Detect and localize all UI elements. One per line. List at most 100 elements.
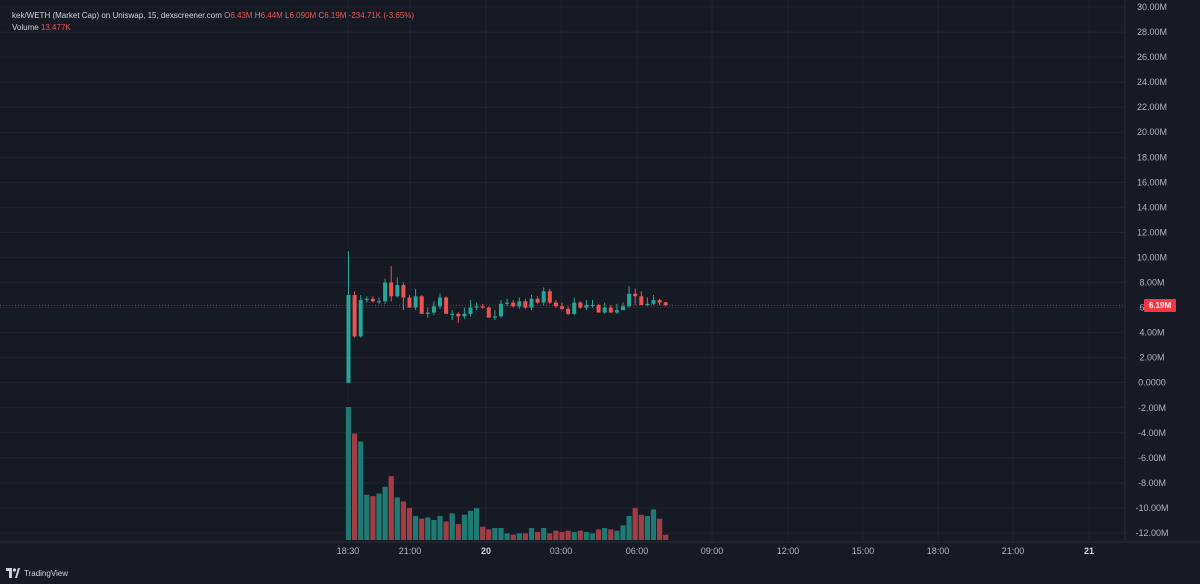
volume-bar xyxy=(449,513,455,540)
volume-bar xyxy=(352,433,358,540)
candle-body xyxy=(450,313,455,315)
volume-bar xyxy=(443,521,449,540)
legend-symbol-row: kek/WETH (Market Cap) on Uniswap, 15, de… xyxy=(12,10,414,22)
volume-bar xyxy=(492,528,498,540)
volume-bar xyxy=(486,529,492,540)
candle-body xyxy=(511,302,516,307)
volume-bar xyxy=(516,533,522,540)
legend-symbol[interactable]: kek/WETH (Market Cap) on Uniswap, 15, de… xyxy=(12,11,222,20)
volume-bar xyxy=(547,533,553,540)
volume-bar xyxy=(620,525,626,540)
volume-bar xyxy=(577,530,583,540)
legend-close-label: C xyxy=(318,11,325,20)
price-axis-label: 10.00M xyxy=(1137,252,1167,262)
candle-body xyxy=(413,296,418,308)
price-axis-label: -6.00M xyxy=(1138,453,1166,463)
price-axis-label: 12.00M xyxy=(1137,227,1167,237)
candle-body xyxy=(401,285,406,298)
volume-bar xyxy=(522,533,528,540)
candle-body xyxy=(535,298,540,303)
candle-body xyxy=(608,307,613,313)
volume-bar xyxy=(425,517,431,540)
candle-body xyxy=(419,296,424,314)
volume-bar xyxy=(345,407,352,540)
candle-body xyxy=(456,313,461,317)
volume-bar xyxy=(437,516,443,540)
price-axis-label: 16.00M xyxy=(1137,177,1167,187)
volume-bar xyxy=(370,496,376,540)
time-axis[interactable]: 18:30 21:00 20 03:00 06:00 09:00 12:00 15:00 18:… xyxy=(337,546,1094,556)
volume-bar xyxy=(596,529,602,540)
candle-body xyxy=(541,291,546,303)
time-axis-label: 06:00 xyxy=(626,546,649,556)
volume-bar xyxy=(413,516,419,540)
time-axis-label: 21:00 xyxy=(399,546,422,556)
candle-body xyxy=(407,297,412,308)
time-axis-label: 20 xyxy=(481,546,491,556)
volume-bar xyxy=(541,528,547,540)
volume-bar xyxy=(626,516,632,540)
volume-bar xyxy=(394,497,400,540)
volume-bar xyxy=(644,516,650,540)
candle-body xyxy=(474,306,479,308)
candle-body xyxy=(590,305,595,307)
legend-volume-row: Volume 13.477K xyxy=(12,22,414,34)
price-axis-label: 14.00M xyxy=(1137,202,1167,212)
candle-body xyxy=(438,297,442,307)
volume-bar xyxy=(467,510,474,540)
candle-body xyxy=(480,306,485,308)
candlesticks xyxy=(346,251,668,383)
legend-volume-label[interactable]: Volume xyxy=(12,23,39,32)
volume-bar xyxy=(431,520,437,540)
candle-body xyxy=(364,298,369,301)
volume-bar xyxy=(602,528,608,540)
legend-low: 6.090M xyxy=(289,11,317,20)
candle-body xyxy=(584,305,589,308)
legend-high: 6.44M xyxy=(260,11,283,20)
volume-bar xyxy=(638,514,644,540)
candle-body xyxy=(486,307,491,318)
candle-body xyxy=(529,298,534,308)
candle-body xyxy=(370,298,375,302)
time-axis-label: 03:00 xyxy=(550,546,573,556)
tradingview-brand[interactable]: TradingView xyxy=(6,566,68,580)
price-axis-label: 28.00M xyxy=(1137,27,1167,37)
candle-body xyxy=(596,305,601,313)
volume-bar xyxy=(571,532,577,540)
legend-volume: 13.477K xyxy=(40,23,71,32)
price-axis-label: 24.00M xyxy=(1137,77,1167,87)
time-axis-label: 12:00 xyxy=(777,546,800,556)
volume-bar xyxy=(535,532,541,540)
candle-body xyxy=(425,312,430,314)
tradingview-label: TradingView xyxy=(24,568,69,578)
candle-body xyxy=(499,303,503,317)
candle-body xyxy=(663,302,668,306)
volume-bar xyxy=(559,532,565,540)
candle-body xyxy=(492,316,497,318)
price-axis-label: 18.00M xyxy=(1137,152,1167,162)
candle-body xyxy=(517,301,522,307)
legend-close: 6.19M xyxy=(324,11,347,20)
volume-bar xyxy=(608,529,614,540)
volume-bar xyxy=(614,530,620,540)
price-axis-label: 26.00M xyxy=(1137,52,1167,62)
legend-open: 6.43M xyxy=(230,11,253,20)
candle-body xyxy=(444,297,449,314)
candle-body xyxy=(468,307,473,314)
candle-body xyxy=(352,295,357,337)
price-axis-label: 2.00M xyxy=(1139,353,1164,363)
candle-body xyxy=(346,295,351,383)
candle-body xyxy=(505,302,510,304)
volume-bar xyxy=(406,508,413,540)
candle-body xyxy=(358,300,363,337)
volume-bar xyxy=(461,514,467,540)
time-axis-label: 21:00 xyxy=(1002,546,1025,556)
volume-bar xyxy=(388,476,394,540)
candle-body xyxy=(523,301,528,308)
volume-bar xyxy=(364,494,370,540)
volume-bar xyxy=(376,493,382,540)
volume-bar xyxy=(419,518,425,540)
volume-bar xyxy=(400,501,406,540)
